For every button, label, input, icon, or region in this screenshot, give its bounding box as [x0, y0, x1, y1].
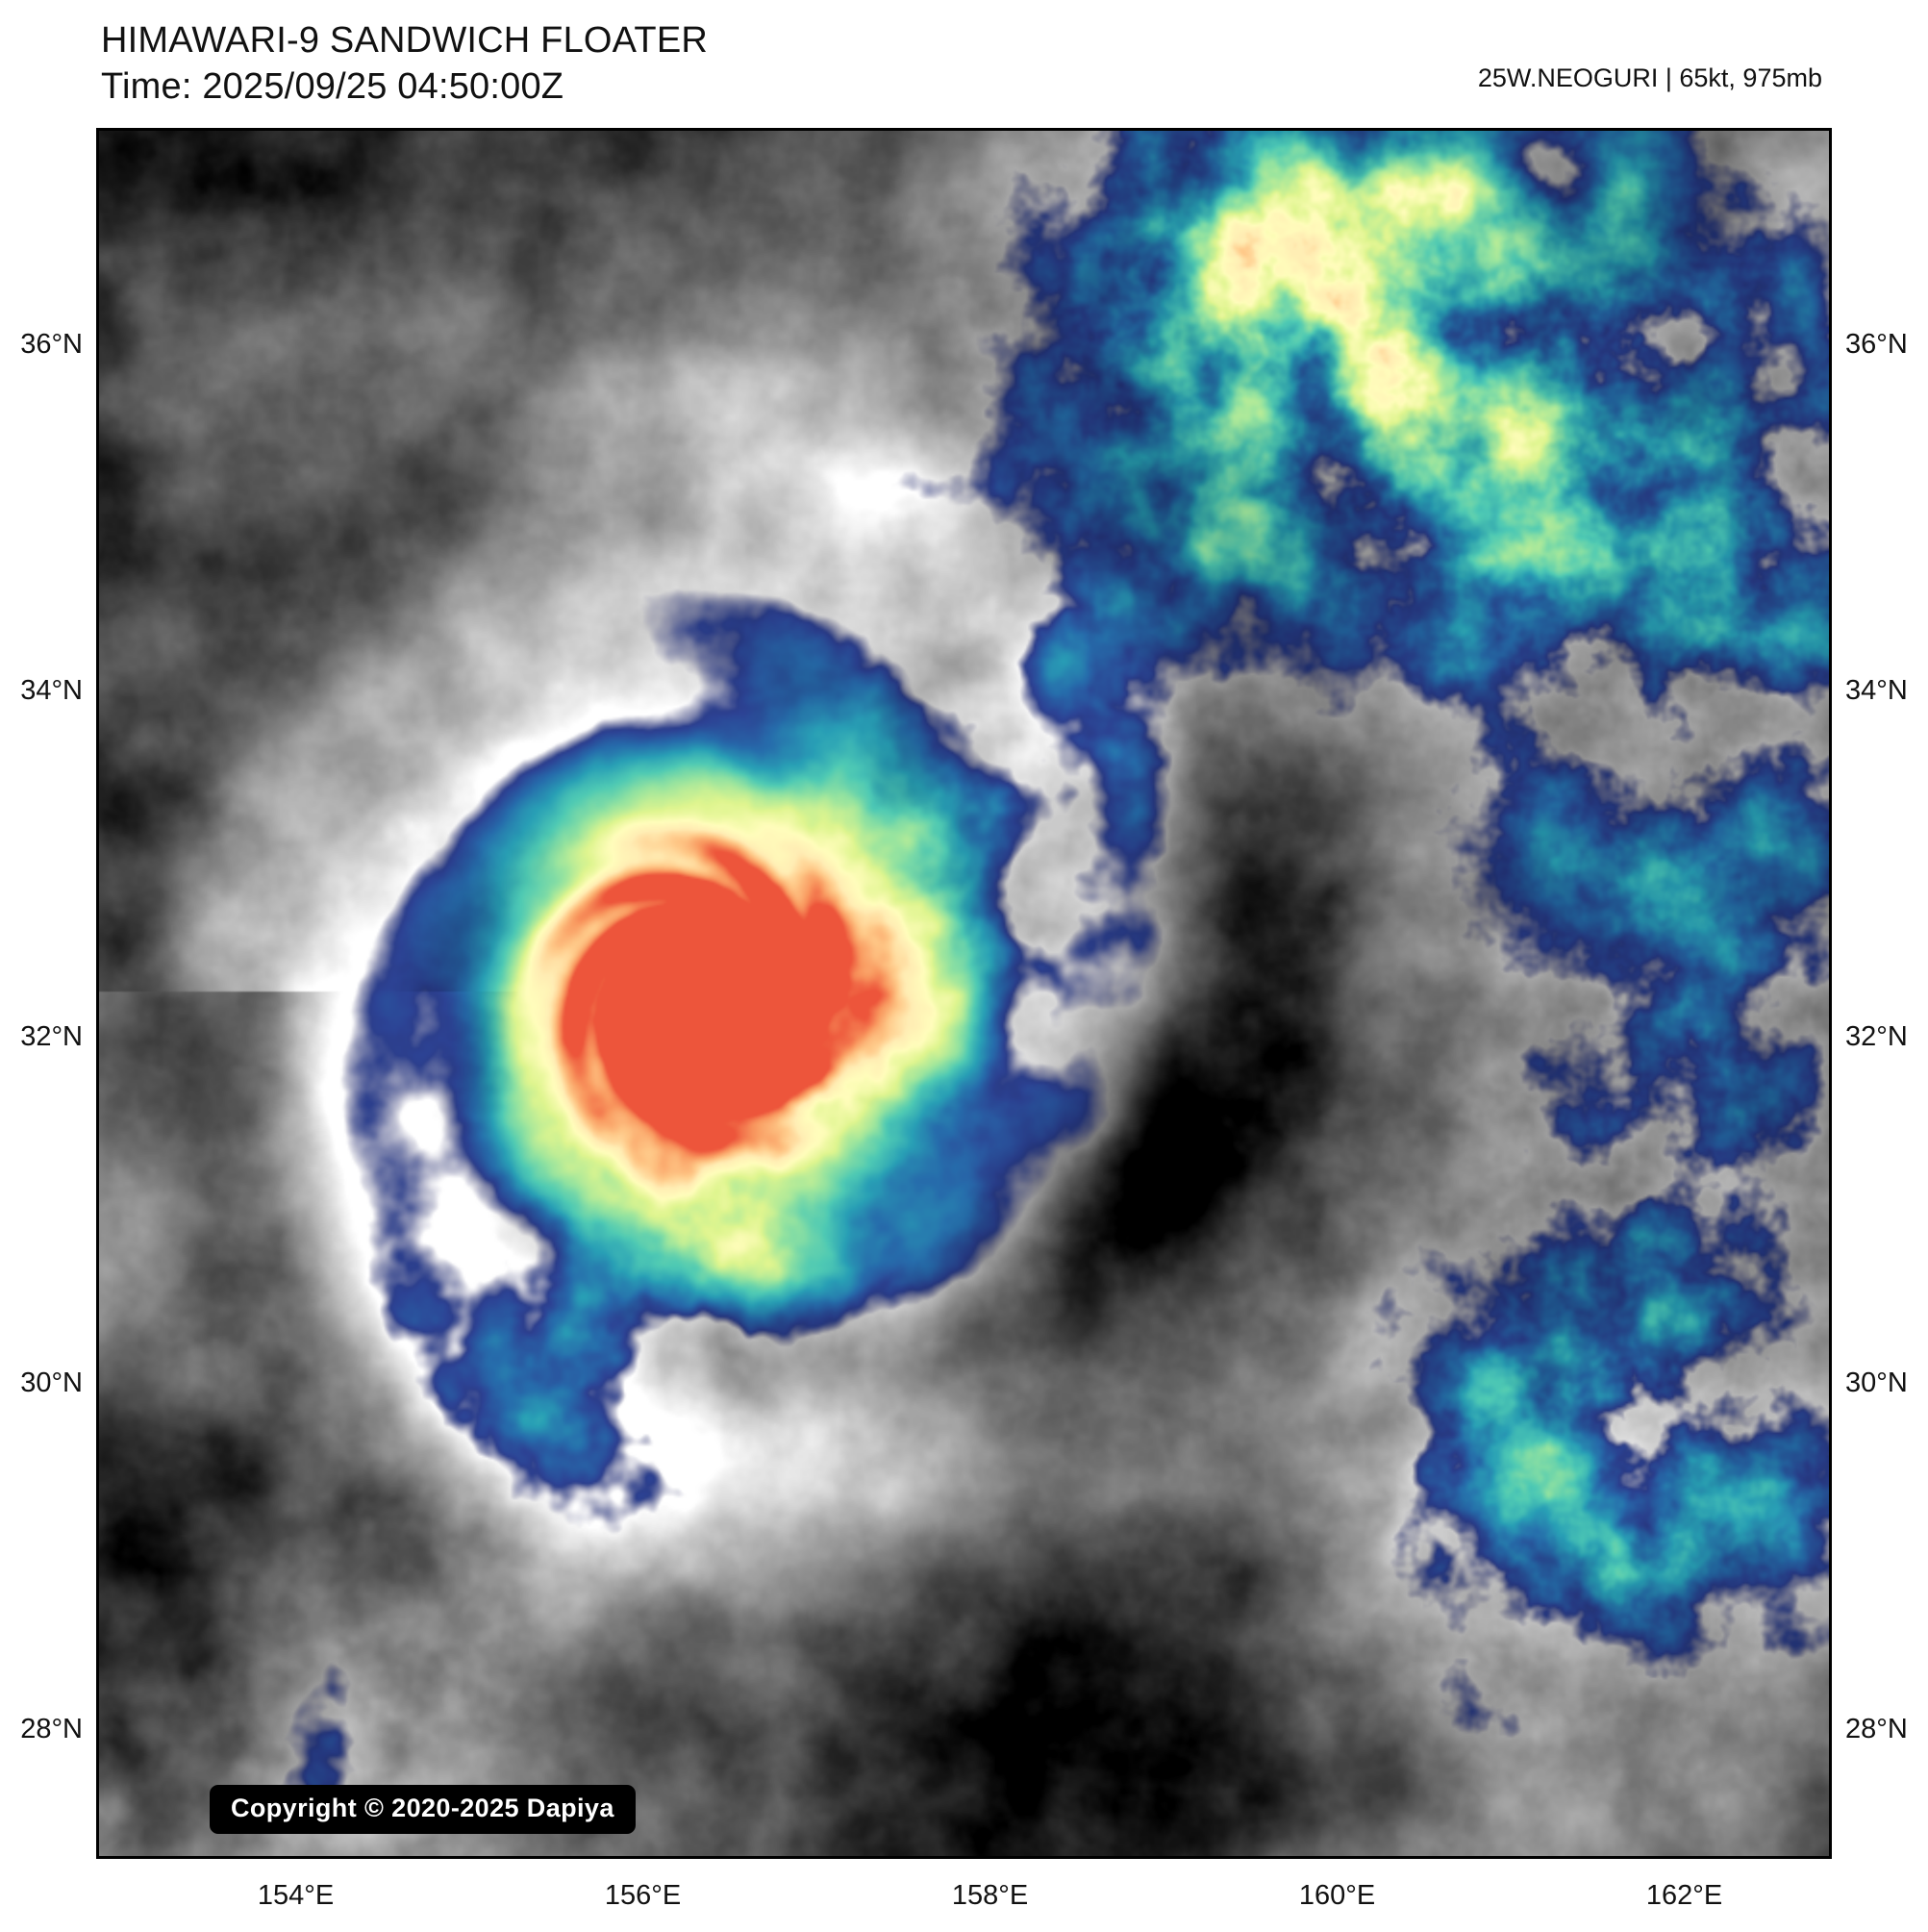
lon-tick-label-160: 160°E	[1298, 1880, 1376, 1911]
lon-tick-label-154: 154°E	[257, 1880, 335, 1911]
satellite-imagery-canvas[interactable]	[99, 131, 1829, 1856]
lat-tick-label-left-32: 32°N	[20, 1020, 83, 1052]
header-title-block: HIMAWARI-9 SANDWICH FLOATER Time: 2025/0…	[101, 17, 708, 110]
lat-tick-label-left-28: 28°N	[20, 1713, 83, 1744]
lat-tick-label-right-32: 32°N	[1845, 1020, 1908, 1052]
lat-tick-label-left-30: 30°N	[20, 1367, 83, 1398]
satellite-plot-area[interactable]: Copyright © 2020-2025 Dapiya	[96, 128, 1832, 1859]
lat-tick-label-right-30: 30°N	[1845, 1367, 1908, 1398]
timestamp-label: Time: 2025/09/25 04:50:00Z	[101, 66, 564, 107]
copyright-badge: Copyright © 2020-2025 Dapiya	[210, 1785, 636, 1834]
storm-info-label: 25W.NEOGURI | 65kt, 975mb	[1477, 63, 1822, 92]
lon-tick-label-156: 156°E	[604, 1880, 682, 1911]
lat-tick-label-left-36: 36°N	[20, 328, 83, 360]
page-title: HIMAWARI-9 SANDWICH FLOATER	[101, 20, 709, 61]
lat-tick-label-right-28: 28°N	[1845, 1713, 1908, 1744]
lon-tick-label-162: 162°E	[1645, 1880, 1723, 1911]
lon-tick-label-158: 158°E	[951, 1880, 1029, 1911]
lat-tick-label-right-34: 34°N	[1845, 674, 1908, 706]
lat-tick-label-left-34: 34°N	[20, 674, 83, 706]
lat-tick-label-right-36: 36°N	[1845, 328, 1908, 360]
